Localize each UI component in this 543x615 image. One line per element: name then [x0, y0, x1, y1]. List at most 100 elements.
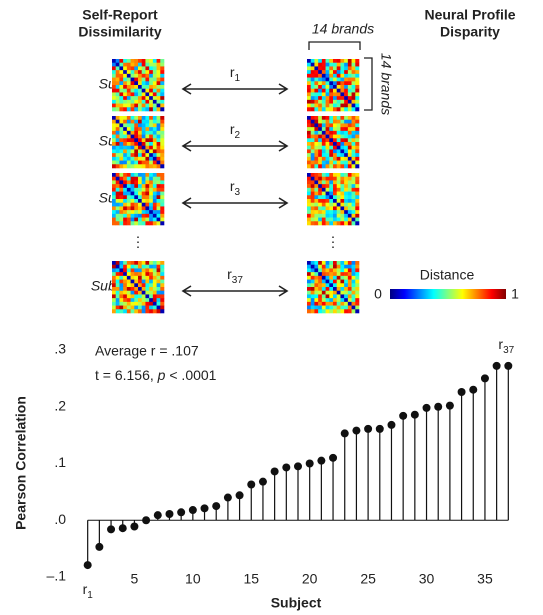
matrix-cell [115, 221, 120, 226]
matrix-cell [152, 290, 157, 295]
matrix-cell [310, 298, 315, 303]
matrix-cell [351, 62, 356, 67]
matrix-cell [141, 309, 146, 314]
matrix-cell [329, 195, 334, 200]
matrix-cell [119, 187, 124, 192]
matrix-cell [141, 156, 146, 161]
matrix-cell [152, 123, 157, 128]
matrix-cell [149, 261, 154, 266]
matrix-cell [310, 70, 315, 75]
matrix-cell [156, 85, 161, 90]
matrix-cell [340, 261, 345, 266]
matrix-cell [152, 107, 157, 112]
matrix-cell [112, 81, 117, 86]
matrix-cell [149, 279, 154, 284]
matrix-cell [347, 283, 352, 288]
matrix-cell [141, 59, 146, 64]
matrix-cell [351, 176, 356, 181]
matrix-cell [333, 221, 338, 226]
matrix-cell [134, 66, 139, 71]
matrix-cell [310, 130, 315, 135]
matrix-cell [321, 195, 326, 200]
matrix-cell [347, 290, 352, 295]
matrix-cell [149, 153, 154, 158]
matrix-cell [119, 164, 124, 169]
matrix-cell [126, 210, 131, 215]
matrix-cell [123, 77, 128, 82]
matrix-cell [329, 153, 334, 158]
matrix-cell [351, 206, 356, 211]
matrix-cell [141, 138, 146, 143]
matrix-cell [112, 88, 117, 93]
stem-marker [130, 522, 139, 531]
stem-marker [352, 426, 361, 435]
matrix-cell [141, 160, 146, 165]
matrix-cell [347, 153, 352, 158]
matrix-cell [318, 261, 323, 266]
matrix-cell [329, 70, 334, 75]
matrix-cell [310, 261, 315, 266]
matrix-cell [318, 210, 323, 215]
matrix-cell [156, 116, 161, 121]
matrix-cell [138, 202, 143, 207]
matrix-cell [321, 127, 326, 132]
arrow [181, 83, 289, 95]
matrix-cell [310, 73, 315, 78]
matrix-cell [329, 164, 334, 169]
colorbar-high: 1 [511, 286, 519, 302]
matrix-cell [314, 287, 319, 292]
x-tick-label: 25 [360, 571, 376, 587]
matrix-cell [314, 96, 319, 101]
matrix-cell [134, 138, 139, 143]
matrix-cell [314, 62, 319, 67]
matrix-cell [149, 195, 154, 200]
stem-marker [375, 424, 384, 433]
matrix-cell [156, 77, 161, 82]
matrix-cell [310, 116, 315, 121]
matrix-cell [355, 287, 360, 292]
matrix-cell [130, 123, 135, 128]
x-tick-label: 5 [131, 571, 139, 587]
matrix-cell [156, 213, 161, 218]
matrix-cell [310, 66, 315, 71]
matrix-cell [321, 66, 326, 71]
matrix-cell [130, 298, 135, 303]
matrix-cell [347, 88, 352, 93]
matrix-cell [325, 210, 330, 215]
matrix-cell [123, 261, 128, 266]
matrix-cell [123, 180, 128, 185]
matrix-cell [325, 59, 330, 64]
matrix-cell [156, 290, 161, 295]
stem-marker [153, 511, 162, 520]
matrix-cell [119, 261, 124, 266]
matrix-cell [160, 283, 165, 288]
matrix-cell [336, 142, 341, 147]
matrix-cell [351, 153, 356, 158]
matrix-cell [344, 107, 349, 112]
matrix-cell [149, 213, 154, 218]
matrix-cell [149, 160, 154, 165]
matrix-cell [310, 264, 315, 269]
matrix-cell [138, 96, 143, 101]
matrix-cell [318, 298, 323, 303]
matrix-cell [112, 145, 117, 150]
matrix-cell [314, 116, 319, 121]
matrix-cell [336, 145, 341, 150]
matrix-cell [160, 77, 165, 82]
matrix-cell [333, 187, 338, 192]
matrix-cell [134, 88, 139, 93]
matrix-cell [314, 59, 319, 64]
matrix-cell [355, 73, 360, 78]
matrix-cell [119, 290, 124, 295]
matrix-cell [351, 309, 356, 314]
matrix-cell [314, 283, 319, 288]
matrix-cell [126, 107, 131, 112]
matrix-cell [340, 149, 345, 154]
matrix-cell [310, 290, 315, 295]
matrix-cell [145, 85, 150, 90]
matrix-cell [149, 99, 154, 104]
matrix-cell [134, 305, 139, 310]
matrix-cell [115, 96, 120, 101]
matrix-cell [329, 81, 334, 86]
matrix-cell [134, 301, 139, 306]
